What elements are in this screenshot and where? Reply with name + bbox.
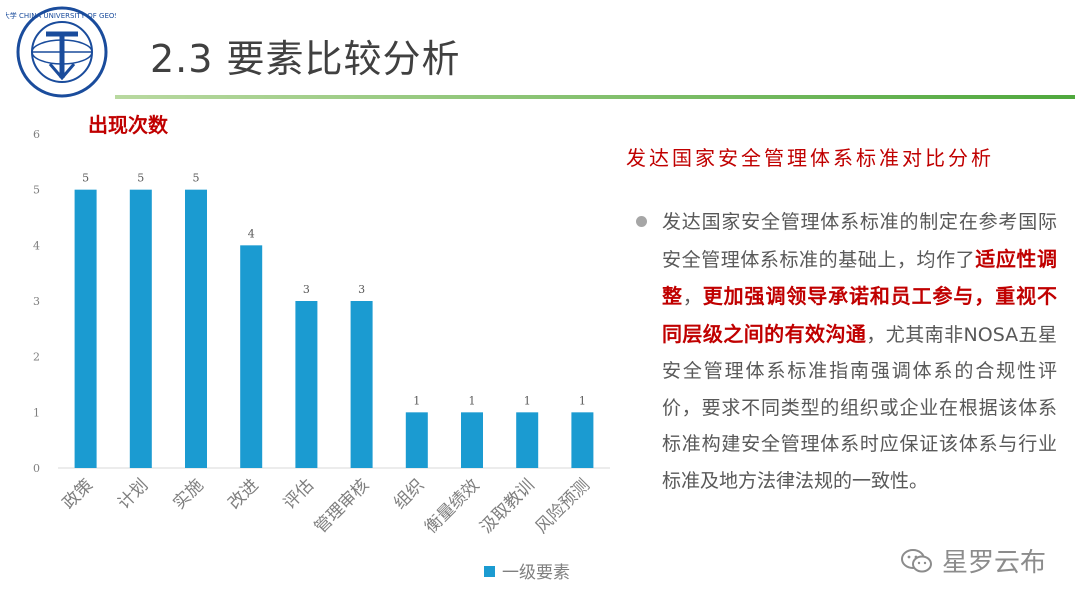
- x-tick-label: 改进: [225, 475, 263, 513]
- y-tick-label: 3: [33, 295, 40, 308]
- data-label: 5: [137, 172, 144, 185]
- y-tick-label: 0: [33, 462, 40, 475]
- bar: [405, 412, 428, 468]
- legend-swatch: [484, 566, 495, 577]
- panel-heading: 发达国家安全管理体系标准对比分析: [626, 146, 994, 170]
- x-tick-label: 政策: [59, 475, 97, 513]
- legend-label: 一级要素: [502, 563, 570, 583]
- paragraph-text: ，尤其南非NOSA五星安全管理体系标准指南强调体系的合规性评价，要求不同类型的组…: [662, 323, 1057, 492]
- y-tick-label: 4: [33, 239, 40, 252]
- bar: [185, 189, 207, 468]
- wechat-icon: [901, 548, 932, 572]
- bar: [240, 245, 263, 468]
- y-tick-label: 2: [33, 351, 40, 364]
- paragraph-text: 发达国家安全管理体系标准的制定在参考国际安全管理体系标准的基础上，均作了: [662, 211, 1057, 271]
- bar: [129, 189, 152, 468]
- data-label: 3: [303, 283, 310, 296]
- logo-text: 中国地质大学 CHINA UNIVERSITY OF GEOSCIENCES: [6, 11, 116, 20]
- data-label: 1: [413, 394, 420, 407]
- bar: [571, 412, 594, 468]
- chart-title: 出现次数: [88, 113, 169, 137]
- x-tick-label: 管理审核: [311, 475, 373, 537]
- x-tick-label: 汲取教训: [477, 475, 539, 537]
- title-underline: [115, 95, 1075, 99]
- bar: [74, 189, 97, 468]
- data-label: 3: [358, 283, 365, 296]
- data-label: 1: [579, 394, 586, 407]
- watermark: 星罗云布: [900, 542, 1046, 579]
- x-tick-label: 评估: [280, 475, 318, 513]
- bar: [461, 412, 483, 468]
- bar: [350, 301, 373, 468]
- paragraph-text: ，: [682, 286, 703, 308]
- x-tick-label: 风险预测: [532, 475, 594, 537]
- data-label: 1: [524, 394, 531, 407]
- x-tick-label: 实施: [169, 475, 207, 513]
- highlight-text: 更加强调领导承诺和员工参与，重视不同层级之间的有效沟通: [662, 284, 1057, 346]
- data-label: 5: [82, 172, 89, 185]
- watermark-text: 星罗云布: [942, 548, 1047, 578]
- x-tick-label: 计划: [114, 475, 152, 513]
- y-tick-label: 6: [33, 128, 40, 141]
- x-tick-label: 组织: [390, 475, 428, 513]
- data-label: 5: [193, 172, 200, 185]
- y-tick-label: 5: [33, 184, 40, 197]
- bar: [516, 412, 539, 468]
- bar: [295, 301, 318, 468]
- page-title: 2.3 要素比较分析: [150, 37, 461, 81]
- x-tick-label: 衡量绩效: [421, 475, 483, 537]
- bullet-icon: [636, 216, 647, 227]
- data-label: 4: [248, 227, 255, 240]
- highlight-text: 适应性调整: [662, 246, 1057, 309]
- y-tick-label: 1: [33, 406, 40, 419]
- panel-paragraph: 发达国家安全管理体系标准的制定在参考国际安全管理体系标准的基础上，均作了适应性调…: [662, 204, 1057, 499]
- university-logo: 中国地质大学 CHINA UNIVERSITY OF GEOSCIENCES: [0, 6, 150, 98]
- data-label: 1: [469, 394, 476, 407]
